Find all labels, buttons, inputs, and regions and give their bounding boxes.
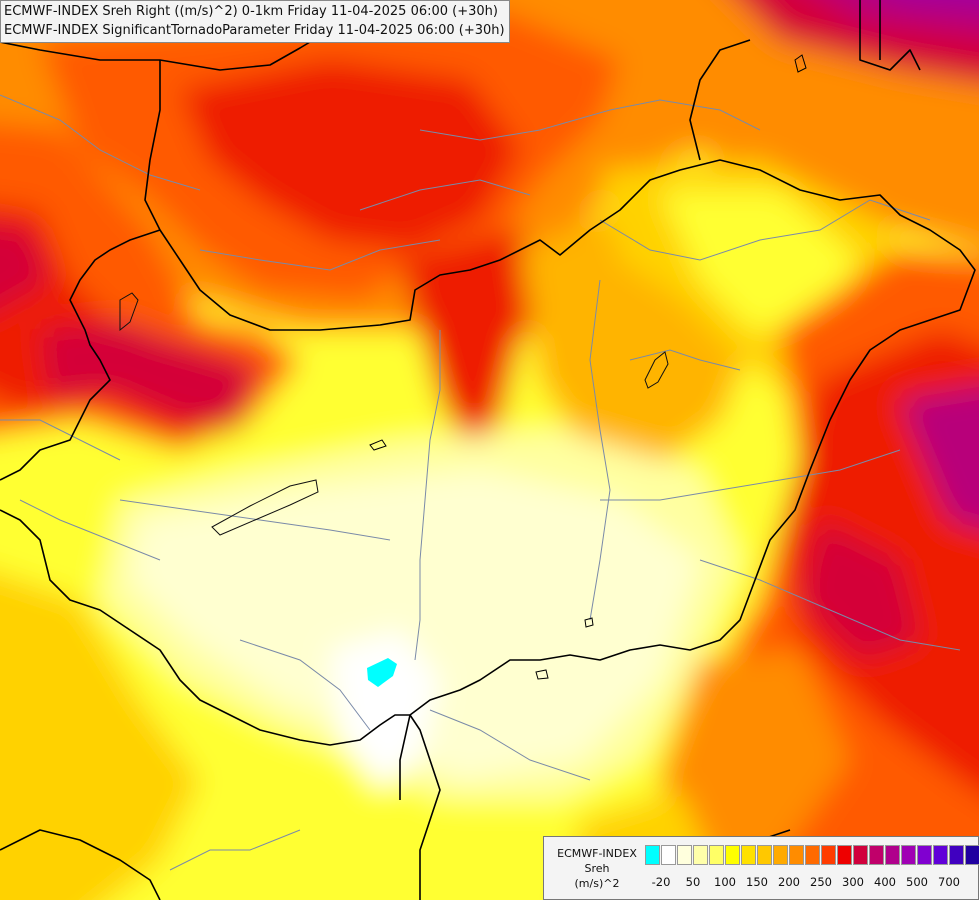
legend-swatch [677, 845, 692, 865]
legend-swatch [661, 845, 676, 865]
legend-tick-label: 300 [842, 875, 864, 889]
negative-sreh-patch [367, 658, 397, 687]
legend-swatch [741, 845, 756, 865]
legend-swatch [901, 845, 916, 865]
legend-label: ECMWF-INDEX Sreh (m/s)^2 [550, 846, 644, 891]
legend-swatch [773, 845, 788, 865]
legend-tick-label: 250 [810, 875, 832, 889]
legend-swatch [805, 845, 820, 865]
legend-swatch [853, 845, 868, 865]
legend-swatch [965, 845, 979, 865]
legend-swatch [837, 845, 852, 865]
legend-swatches [645, 845, 979, 865]
legend-tick-label: 500 [906, 875, 928, 889]
legend-swatch [709, 845, 724, 865]
lake-outline [211, 479, 319, 536]
small-lakes [369, 54, 807, 680]
legend-source: ECMWF-INDEX [557, 847, 637, 860]
legend-swatch [885, 845, 900, 865]
legend-tick-label: 200 [778, 875, 800, 889]
legend-unit: (m/s)^2 [574, 877, 620, 890]
legend-swatch [757, 845, 772, 865]
rivers-and-borders [0, 94, 961, 871]
legend-tick-label: 700 [938, 875, 960, 889]
title-sreh: ECMWF-INDEX Sreh Right ((m/s)^2) 0-1km F… [4, 4, 498, 19]
legend-field: Sreh [584, 862, 610, 875]
legend-swatch [725, 845, 740, 865]
legend-swatch [869, 845, 884, 865]
legend-swatch [949, 845, 964, 865]
legend-ticks: -20 50 100 150 200 250 300 400 500 700 [645, 875, 975, 891]
lake-outline [119, 292, 139, 332]
map-title-box: ECMWF-INDEX Sreh Right ((m/s)^2) 0-1km F… [0, 0, 510, 43]
legend-swatch [917, 845, 932, 865]
legend-swatch [933, 845, 948, 865]
legend-swatch [645, 845, 660, 865]
legend-swatch [821, 845, 836, 865]
legend-swatch [789, 845, 804, 865]
legend-tick-label: 150 [746, 875, 768, 889]
legend-tick-label: -20 [651, 875, 671, 889]
legend-tick-label: 50 [685, 875, 701, 889]
legend-swatch [693, 845, 708, 865]
lake-outline [644, 351, 669, 389]
legend-tick-label: 400 [874, 875, 896, 889]
title-stp: ECMWF-INDEX SignificantTornadoParameter … [4, 23, 505, 38]
color-legend: ECMWF-INDEX Sreh (m/s)^2 -20 50 100 150 200 2… [543, 836, 979, 900]
legend-tick-label: 100 [714, 875, 736, 889]
